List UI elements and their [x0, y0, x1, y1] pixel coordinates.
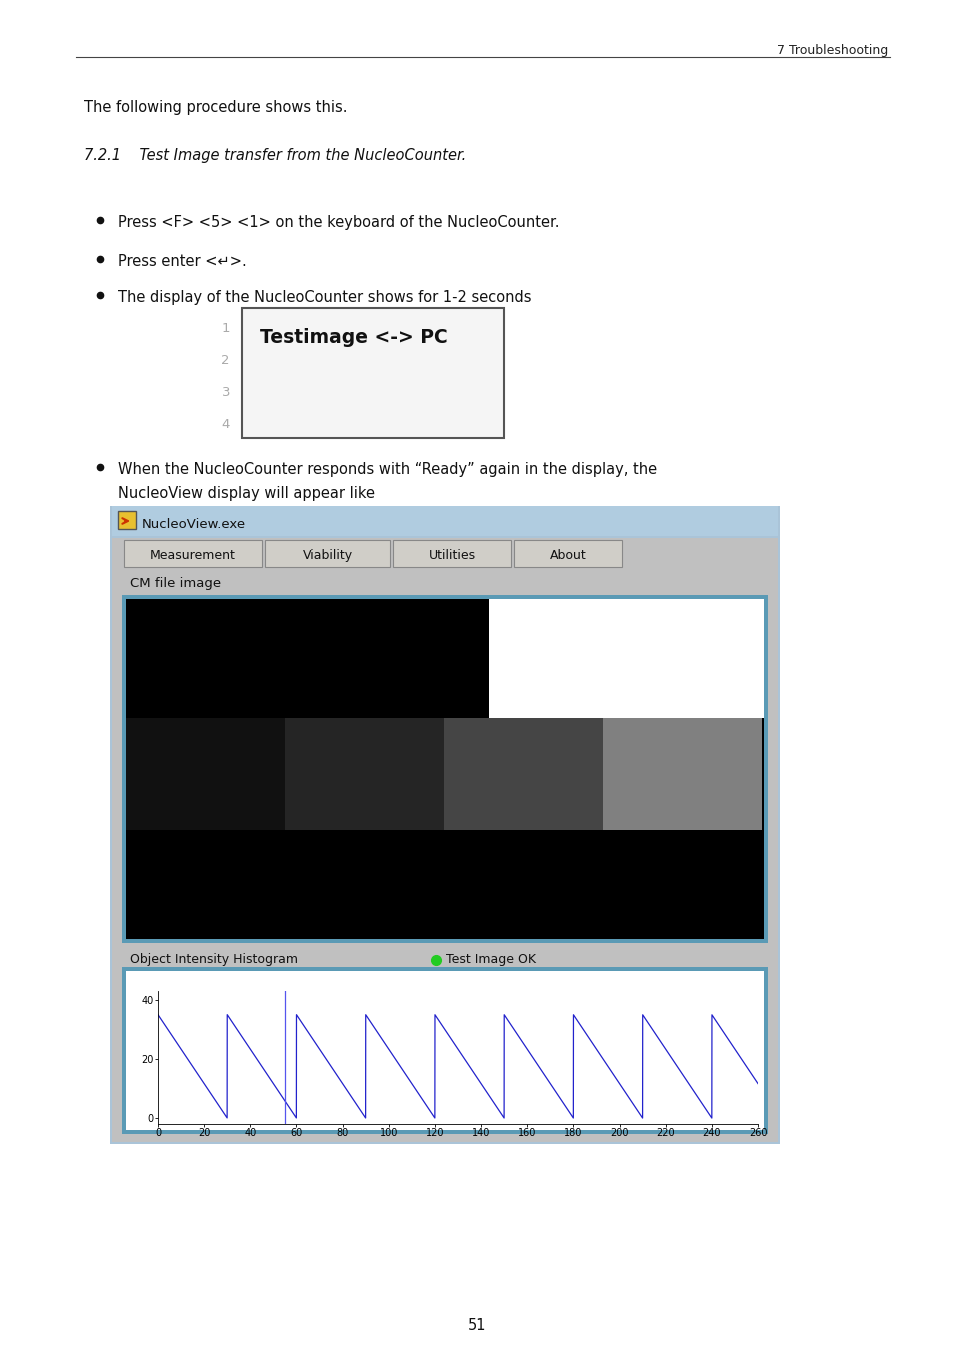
- Bar: [242, 308, 503, 437]
- Text: Press enter <↵>.: Press enter <↵>.: [118, 254, 247, 269]
- Bar: [126, 971, 763, 1130]
- Text: NucleoView display will appear like: NucleoView display will appear like: [118, 486, 375, 501]
- Text: Object Intensity Histogram: Object Intensity Histogram: [130, 953, 297, 967]
- Bar: [443, 718, 602, 830]
- Bar: [122, 595, 767, 944]
- Text: The following procedure shows this.: The following procedure shows this.: [84, 100, 347, 115]
- Bar: [489, 599, 763, 718]
- Bar: [112, 539, 778, 1142]
- Bar: [124, 540, 262, 567]
- Text: NucleoView.exe: NucleoView.exe: [142, 517, 246, 531]
- Bar: [118, 512, 136, 529]
- Bar: [393, 540, 511, 567]
- Text: 1: 1: [221, 323, 230, 335]
- Bar: [285, 718, 443, 830]
- Text: 4: 4: [221, 418, 230, 431]
- Text: The display of the NucleoCounter shows for 1-2 seconds: The display of the NucleoCounter shows f…: [118, 290, 531, 305]
- Text: Measurement: Measurement: [150, 549, 235, 562]
- Bar: [110, 506, 780, 1143]
- Text: CM file image: CM file image: [130, 576, 221, 590]
- Bar: [265, 540, 390, 567]
- Text: Utilities: Utilities: [428, 549, 475, 562]
- Text: Viability: Viability: [302, 549, 353, 562]
- Text: 7 Troubleshooting: 7 Troubleshooting: [776, 45, 887, 57]
- Text: 7.2.1    Test Image transfer from the NucleoCounter.: 7.2.1 Test Image transfer from the Nucle…: [84, 148, 466, 163]
- Bar: [514, 540, 621, 567]
- Text: Testimage <-> PC: Testimage <-> PC: [260, 328, 447, 347]
- Text: 51: 51: [467, 1318, 486, 1332]
- Bar: [126, 718, 285, 830]
- Bar: [112, 506, 778, 536]
- Text: 2: 2: [221, 354, 230, 367]
- Text: Test Image OK: Test Image OK: [446, 953, 536, 967]
- Text: When the NucleoCounter responds with “Ready” again in the display, the: When the NucleoCounter responds with “Re…: [118, 462, 657, 477]
- Bar: [122, 967, 767, 1134]
- Text: Press <F> <5> <1> on the keyboard of the NucleoCounter.: Press <F> <5> <1> on the keyboard of the…: [118, 215, 558, 230]
- Text: 3: 3: [221, 386, 230, 400]
- Bar: [602, 718, 761, 830]
- Text: About: About: [549, 549, 586, 562]
- Bar: [126, 599, 763, 940]
